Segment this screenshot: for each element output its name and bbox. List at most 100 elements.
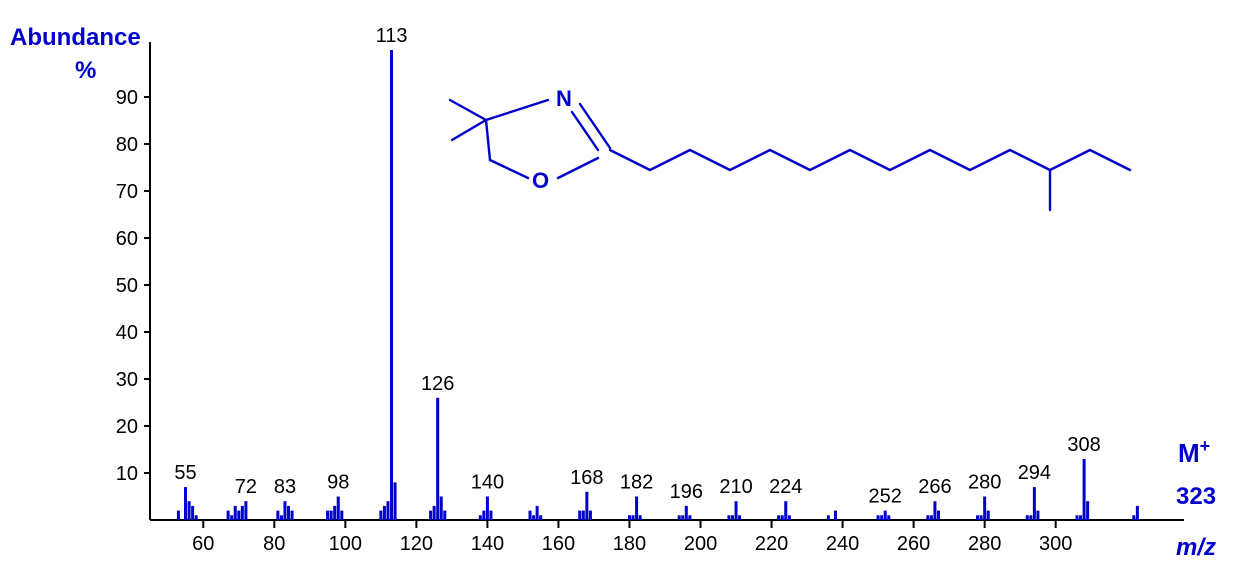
spectrum-bar: [330, 511, 333, 520]
spectrum-bar: [1026, 515, 1029, 520]
spectrum-bar: [834, 511, 837, 520]
spectrum-bar: [738, 515, 741, 520]
peak-label: 55: [174, 462, 196, 484]
spectrum-bar: [926, 515, 929, 520]
spectrum-bar: [1136, 506, 1139, 520]
x-tick-label: 200: [684, 533, 717, 555]
y-tick-label: 40: [116, 322, 138, 344]
peak-label: 210: [719, 476, 752, 498]
peak-label: 140: [471, 472, 504, 494]
peak-label: 113: [376, 25, 408, 47]
spectrum-bar: [383, 506, 386, 520]
spectrum-bar: [585, 492, 588, 520]
y-tick-label: 30: [116, 369, 138, 391]
x-tick-label: 300: [1039, 533, 1072, 555]
spectrum-bar: [1086, 501, 1089, 520]
spectrum-bar: [479, 515, 482, 520]
spectrum-bar: [639, 515, 642, 520]
spectrum-bar: [283, 501, 286, 520]
x-tick-label: 280: [968, 533, 1001, 555]
x-tick-label: 260: [897, 533, 930, 555]
spectrum-bar: [777, 515, 780, 520]
spectrum-bar: [727, 515, 730, 520]
molecule-structure: N O: [450, 86, 1130, 210]
spectrum-bar: [230, 515, 233, 520]
x-tick-label: 240: [826, 533, 859, 555]
spectrum-bar: [244, 501, 247, 520]
spectrum-bar: [788, 515, 791, 520]
spectrum-bar: [582, 511, 585, 520]
spectrum-bar: [735, 501, 738, 520]
spectrum-bar: [681, 515, 684, 520]
spectrum-bar: [276, 511, 279, 520]
x-tick-label: 80: [263, 533, 285, 555]
x-tick-label: 120: [400, 533, 433, 555]
spectrum-bar: [340, 511, 343, 520]
spectrum-bar: [880, 515, 883, 520]
peak-label: 266: [918, 476, 951, 498]
spectrum-bar: [386, 501, 389, 520]
spectrum-bar: [1033, 487, 1036, 520]
spectrum-bar: [632, 515, 635, 520]
spectrum-bar: [532, 515, 535, 520]
spectrum-bar: [980, 515, 983, 520]
spectrum-bar: [976, 515, 979, 520]
peak-label: 252: [869, 486, 902, 508]
peak-label: 72: [235, 476, 257, 498]
spectrum-bar: [188, 501, 191, 520]
spectrum-bar: [1079, 515, 1082, 520]
spectrum-bar: [685, 506, 688, 520]
spectrum-bar: [930, 515, 933, 520]
mass-spectrum-chart: 102030405060708090 608010012014016018020…: [0, 0, 1234, 565]
peak-label: 308: [1067, 434, 1100, 456]
y-axis-title-line2: %: [75, 57, 96, 84]
spectrum-bar: [237, 511, 240, 520]
y-tick-label: 80: [116, 134, 138, 156]
x-tick-label: 140: [471, 533, 504, 555]
x-axis-title: m/z: [1176, 534, 1216, 561]
spectrum-bar: [539, 515, 542, 520]
spectrum-bar: [731, 515, 734, 520]
spectrum-bar: [884, 511, 887, 520]
spectrum-bar: [184, 487, 187, 520]
peak-label: 196: [670, 481, 703, 503]
spectrum-bar: [234, 506, 237, 520]
peak-label: 126: [421, 373, 454, 395]
spectrum-bar: [1076, 515, 1079, 520]
spectrum-bar: [987, 511, 990, 520]
spectrum-bar: [887, 515, 890, 520]
atom-o-label: O: [532, 168, 549, 193]
spectrum-bar: [227, 511, 230, 520]
spectrum-bar: [1036, 511, 1039, 520]
atom-n-label: N: [556, 86, 572, 111]
peak-label: 294: [1018, 462, 1051, 484]
spectrum-bar: [337, 497, 340, 521]
spectrum-bar: [781, 515, 784, 520]
spectrum-bar: [394, 482, 397, 520]
spectrum-bar: [578, 511, 581, 520]
x-tick-label: 100: [329, 533, 362, 555]
spectrum-bar: [443, 511, 446, 520]
y-tick-label: 10: [116, 463, 138, 485]
spectrum-bar: [436, 398, 439, 520]
x-tick-label: 160: [542, 533, 575, 555]
spectrum-bar: [529, 511, 532, 520]
spectrum-bar: [784, 501, 787, 520]
spectrum-bar: [440, 497, 443, 521]
spectrum-bar: [678, 515, 681, 520]
spectrum-bar: [486, 497, 489, 521]
spectrum-bar: [177, 511, 180, 520]
spectrum-bar: [536, 506, 539, 520]
spectrum-bar: [429, 511, 432, 520]
y-tick-label: 70: [116, 181, 138, 203]
spectrum-bar: [933, 501, 936, 520]
spectrum-bar: [827, 515, 830, 520]
spectrum-bar: [489, 511, 492, 520]
molecular-ion-label: M+: [1178, 436, 1210, 468]
y-tick-label: 20: [116, 416, 138, 438]
spectrum-bar: [635, 497, 638, 521]
spectrum-bar: [287, 506, 290, 520]
spectrum-bar: [326, 511, 329, 520]
spectrum-bar: [241, 506, 244, 520]
x-tick-label: 60: [192, 533, 214, 555]
